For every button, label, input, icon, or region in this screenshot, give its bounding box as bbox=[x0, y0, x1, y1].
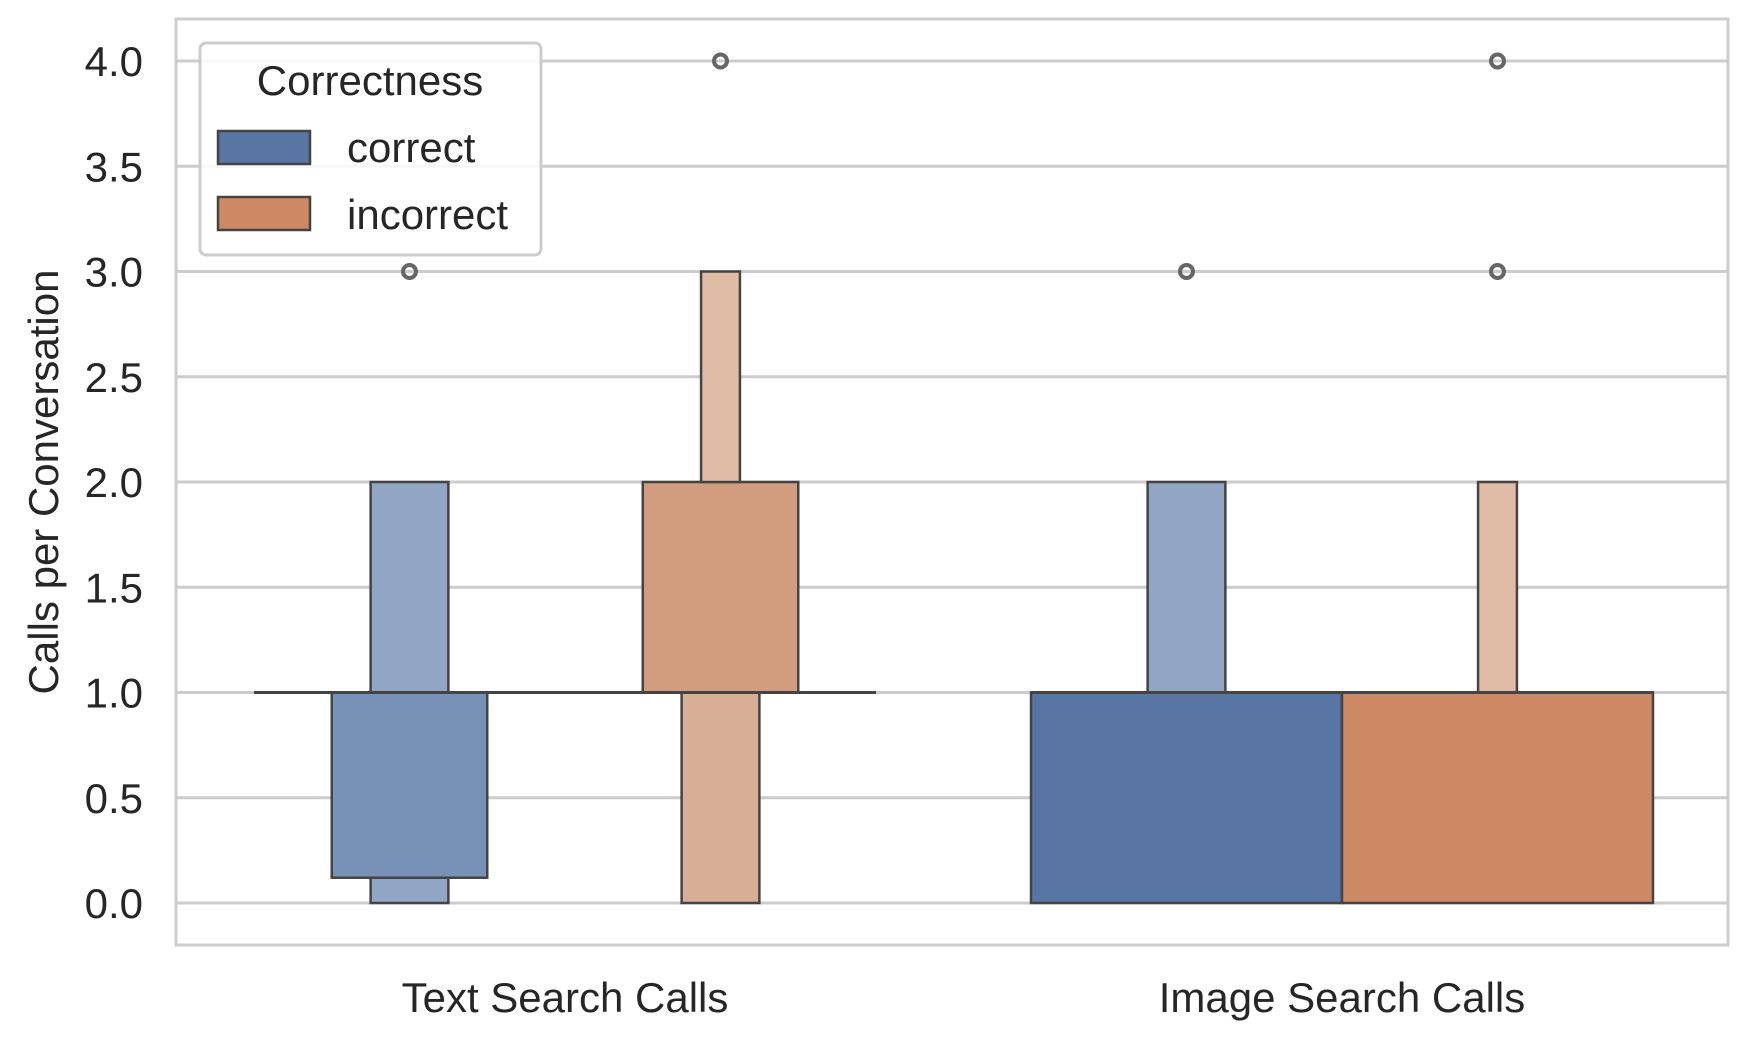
y-tick-label: 3.0 bbox=[85, 249, 143, 296]
boxen-box-correct bbox=[369, 876, 450, 905]
y-tick-label: 2.0 bbox=[85, 459, 143, 506]
y-tick-label: 1.0 bbox=[85, 670, 143, 717]
boxen-box-correct bbox=[1146, 480, 1227, 694]
boxen-box-correct bbox=[330, 691, 489, 879]
x-tick-labels: Text Search Calls Image Search Calls bbox=[402, 974, 1526, 1021]
x-tick-label: Image Search Calls bbox=[1159, 974, 1526, 1021]
y-tick-label: 0.0 bbox=[85, 880, 143, 927]
outlier-point bbox=[1178, 263, 1195, 280]
legend-title: Correctness bbox=[257, 57, 483, 104]
y-axis-label: Calls per Conversation bbox=[20, 270, 67, 695]
boxen-box-incorrect bbox=[680, 691, 761, 905]
x-tick-label: Text Search Calls bbox=[402, 974, 729, 1021]
legend: Correctness correct incorrect bbox=[198, 41, 543, 257]
y-tick-label: 0.5 bbox=[85, 775, 143, 822]
outlier-point bbox=[401, 263, 418, 280]
legend-label-correct: correct bbox=[347, 124, 476, 171]
boxen-box-correct bbox=[1029, 691, 1344, 905]
outlier-point bbox=[1489, 263, 1506, 280]
outlier-point bbox=[1489, 52, 1506, 70]
y-tick-label: 3.5 bbox=[85, 143, 143, 190]
boxen-box-incorrect bbox=[641, 480, 800, 694]
legend-label-incorrect: incorrect bbox=[347, 191, 508, 238]
boxen-box-correct bbox=[369, 480, 450, 694]
outlier-point bbox=[712, 52, 729, 70]
legend-swatch-correct bbox=[216, 129, 312, 166]
boxen-plot-boxes bbox=[330, 270, 1655, 905]
boxen-box-incorrect bbox=[1340, 691, 1655, 905]
legend-swatch-incorrect bbox=[216, 195, 312, 232]
y-tick-label: 2.5 bbox=[85, 354, 143, 401]
boxen-box-incorrect bbox=[1476, 480, 1519, 694]
plot-frame bbox=[174, 17, 1730, 947]
boxen-box-incorrect bbox=[699, 270, 742, 484]
y-tick-label: 4.0 bbox=[85, 38, 143, 85]
outlier-points bbox=[401, 52, 1506, 280]
y-tick-label: 1.5 bbox=[85, 564, 143, 611]
y-tick-labels: 0.0 0.5 1.0 1.5 2.0 2.5 3.0 3.5 4.0 bbox=[85, 38, 143, 927]
